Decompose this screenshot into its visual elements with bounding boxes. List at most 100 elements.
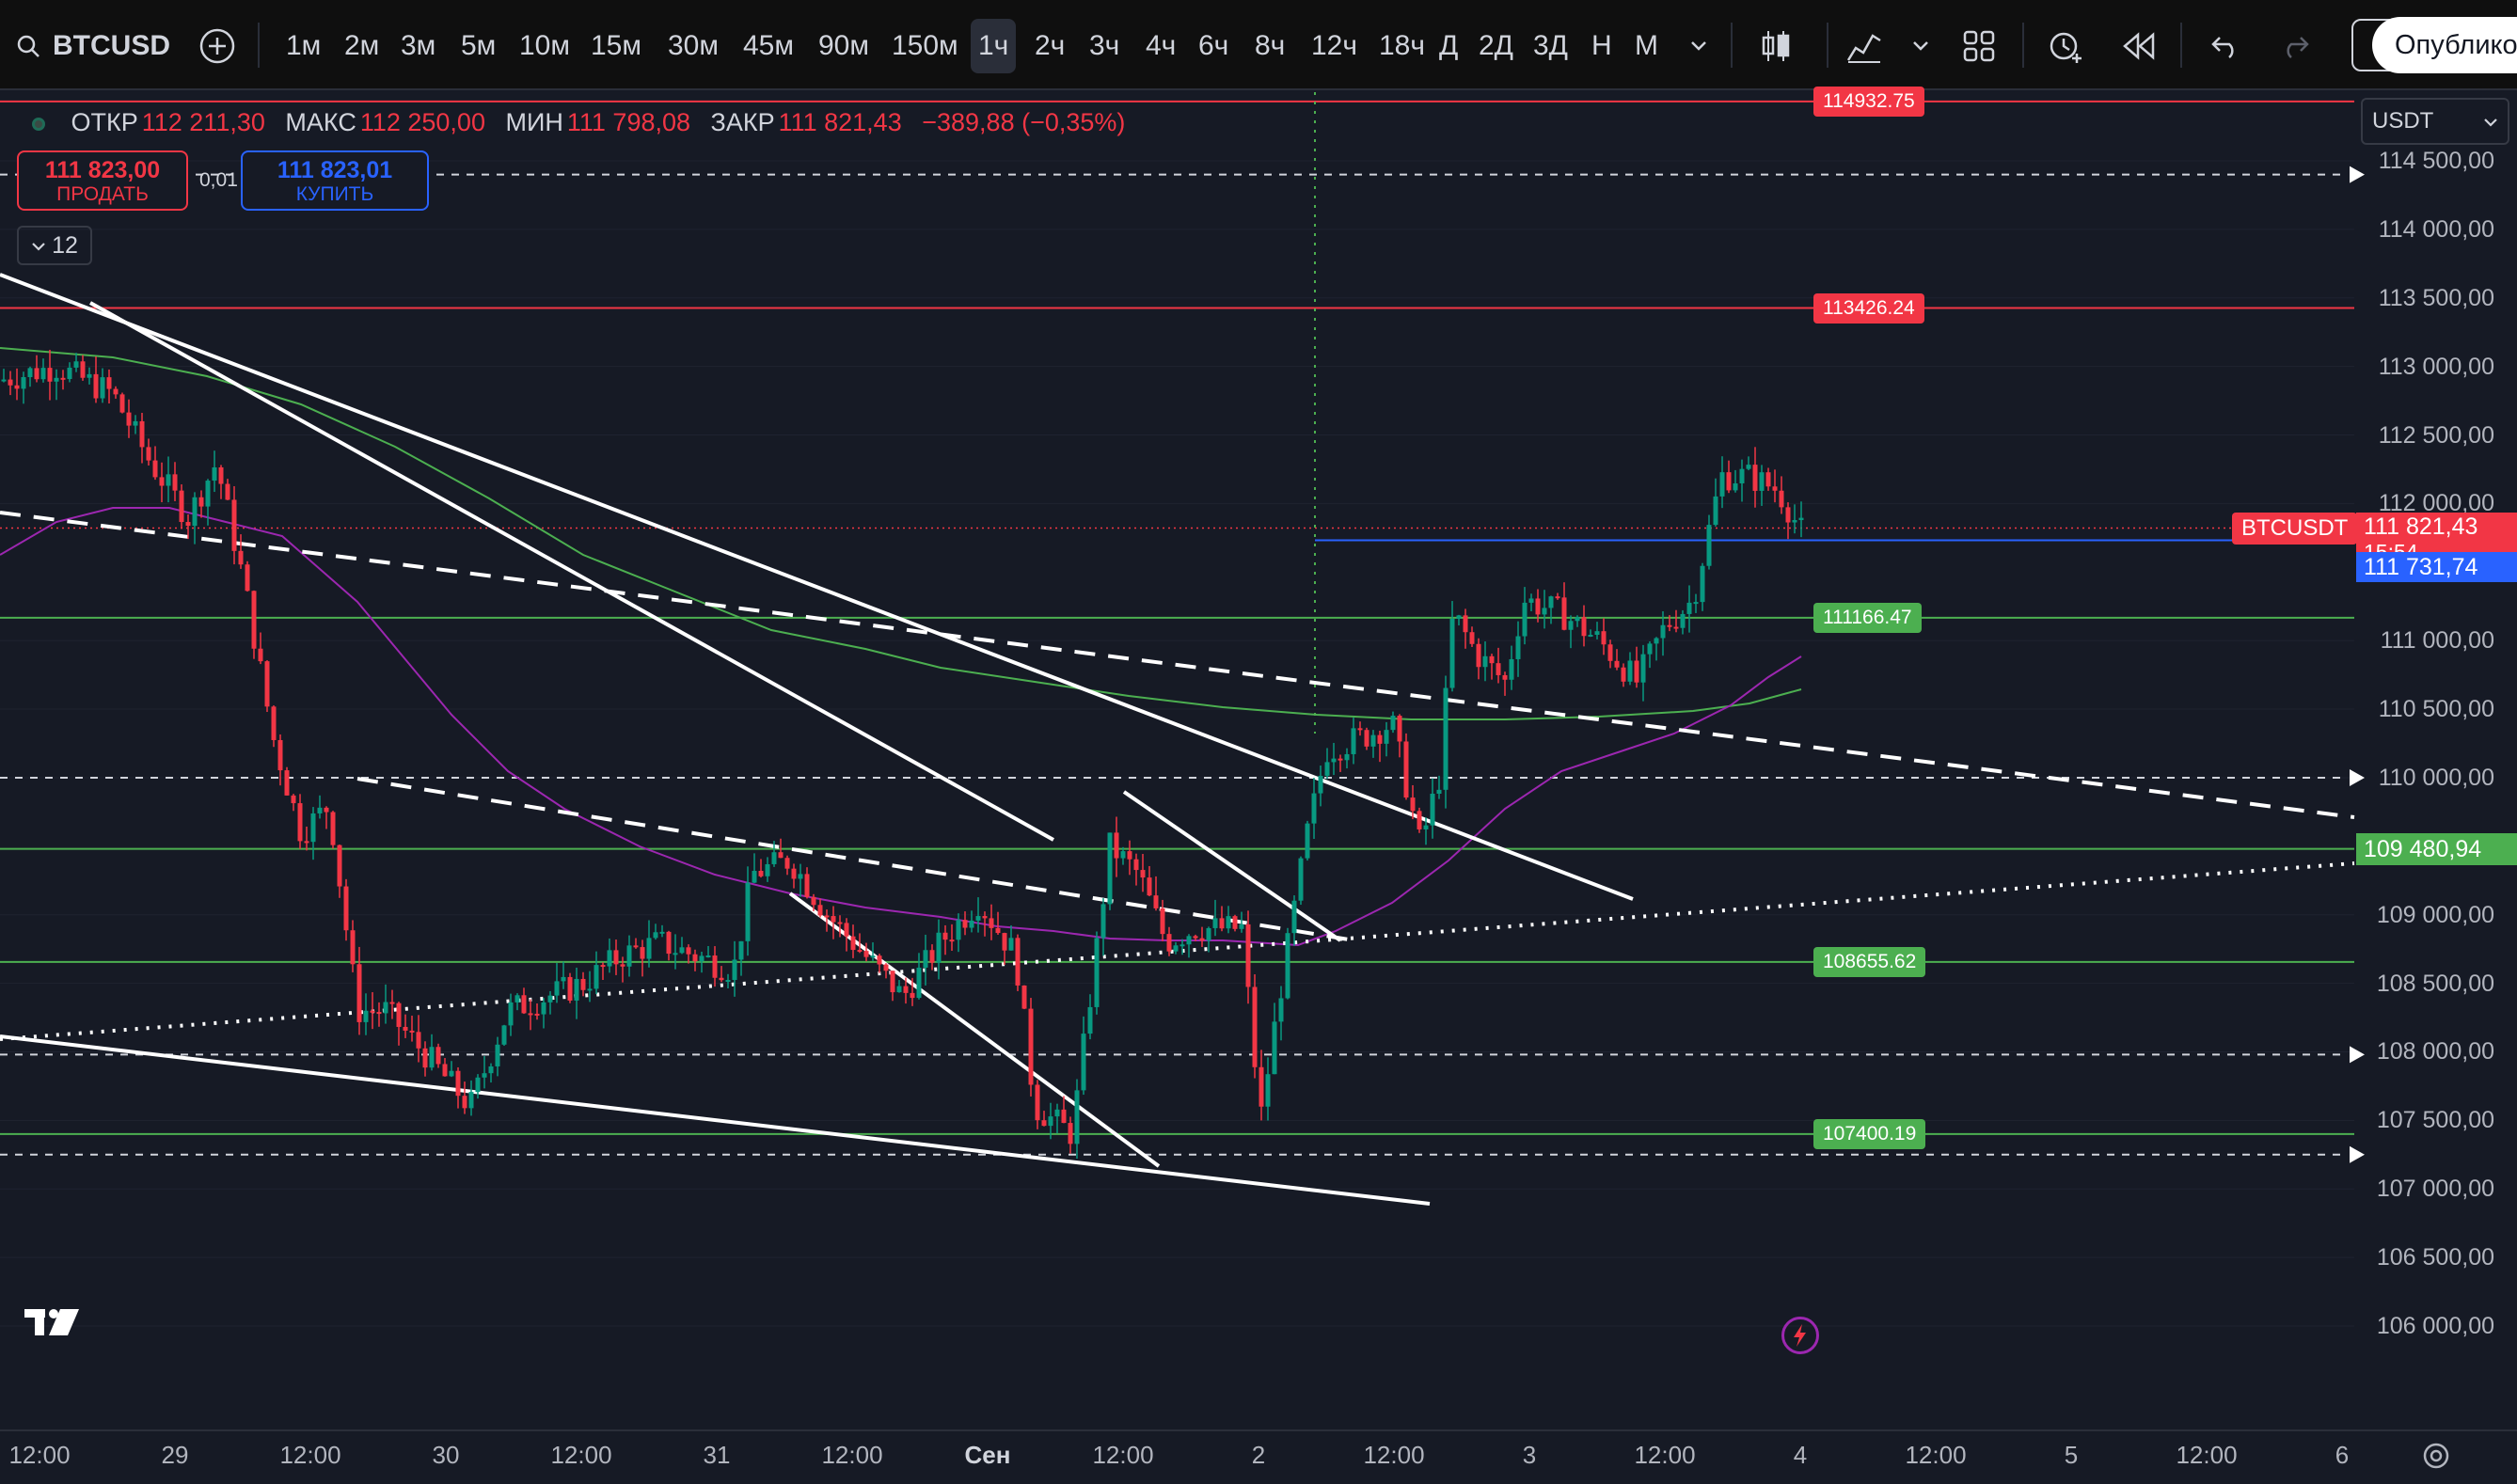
candle-body bbox=[765, 863, 770, 876]
publish-button-primary[interactable]: Опублико bbox=[2372, 17, 2517, 73]
spread-value: 0,01 bbox=[199, 169, 238, 191]
tradingview-logo[interactable] bbox=[23, 1305, 88, 1343]
buy-label: КУПИТЬ bbox=[295, 183, 374, 205]
chart-pane[interactable] bbox=[0, 92, 2517, 1484]
candles-icon[interactable] bbox=[1749, 21, 1802, 71]
last-price-value: 111 821,43 bbox=[2364, 513, 2478, 541]
interval-1м[interactable]: 1м bbox=[286, 30, 322, 61]
redo-icon[interactable] bbox=[2269, 21, 2321, 71]
time-axis[interactable] bbox=[0, 1429, 2517, 1484]
add-symbol-icon[interactable] bbox=[191, 21, 244, 71]
candle-body bbox=[172, 474, 178, 491]
moving-average-green bbox=[0, 347, 1802, 720]
legend-high-value: 112 250,00 bbox=[359, 108, 485, 136]
interval-12ч[interactable]: 12ч bbox=[1311, 30, 1357, 61]
interval-18ч[interactable]: 18ч bbox=[1379, 30, 1425, 61]
settings-icon[interactable] bbox=[2419, 1439, 2453, 1473]
buy-button[interactable]: 111 823,01 КУПИТЬ bbox=[241, 150, 429, 211]
candle-body bbox=[429, 1047, 435, 1068]
candle-body bbox=[844, 923, 849, 937]
interval-30м[interactable]: 30м bbox=[668, 30, 719, 61]
legend-close-value: 111 821,43 bbox=[778, 108, 902, 136]
candle-body bbox=[1561, 597, 1567, 630]
chevron-down-icon[interactable] bbox=[1672, 21, 1725, 71]
candle-body bbox=[1436, 789, 1442, 795]
candle-body bbox=[686, 947, 691, 955]
interval-4ч[interactable]: 4ч bbox=[1146, 30, 1177, 61]
interval-2ч[interactable]: 2ч bbox=[1035, 30, 1066, 61]
candle-body bbox=[929, 950, 935, 963]
candle-body bbox=[1048, 1116, 1053, 1127]
replay-icon[interactable] bbox=[2113, 21, 2165, 71]
candle-body bbox=[1278, 998, 1284, 1022]
trendline bbox=[0, 1034, 1431, 1206]
candle-body bbox=[936, 932, 942, 963]
interval-1ч[interactable]: 1ч bbox=[971, 19, 1017, 73]
templates-icon[interactable] bbox=[1953, 21, 2005, 71]
interval-Д[interactable]: Д bbox=[1439, 30, 1459, 61]
candle-body bbox=[594, 965, 599, 989]
candle-body bbox=[1430, 794, 1435, 826]
currency-select[interactable]: USDT bbox=[2361, 98, 2509, 145]
search-icon[interactable] bbox=[8, 21, 49, 71]
alert-icon[interactable] bbox=[2039, 21, 2092, 71]
candle-body bbox=[1087, 1006, 1093, 1034]
last-price-symbol: BTCUSDT bbox=[2241, 515, 2349, 542]
price-axis[interactable] bbox=[2359, 92, 2517, 1362]
interval-15м[interactable]: 15м bbox=[591, 30, 641, 61]
trendline bbox=[89, 301, 1054, 842]
interval-45м[interactable]: 45м bbox=[743, 30, 794, 61]
interval-90м[interactable]: 90м bbox=[818, 30, 869, 61]
interval-10м[interactable]: 10м bbox=[519, 30, 570, 61]
interval-3ч[interactable]: 3ч bbox=[1089, 30, 1120, 61]
candle-body bbox=[1575, 617, 1580, 622]
candle-body bbox=[1443, 687, 1448, 790]
trendline bbox=[1122, 790, 1342, 942]
interval-5м[interactable]: 5м bbox=[461, 30, 497, 61]
candle-body bbox=[80, 361, 86, 378]
interval-8ч[interactable]: 8ч bbox=[1255, 30, 1286, 61]
interval-2Д[interactable]: 2Д bbox=[1479, 30, 1514, 61]
candle-body bbox=[389, 1002, 395, 1004]
candle-body bbox=[640, 947, 645, 959]
interval-3Д[interactable]: 3Д bbox=[1533, 30, 1569, 61]
lightning-icon[interactable] bbox=[1781, 1317, 1819, 1354]
candle-body bbox=[34, 368, 40, 380]
symbol-name[interactable]: BTCUSD bbox=[53, 30, 170, 61]
candle-body bbox=[1647, 643, 1653, 655]
interval-3м[interactable]: 3м bbox=[401, 30, 436, 61]
candle-body bbox=[1700, 565, 1705, 603]
indicators-icon[interactable] bbox=[1836, 21, 1892, 71]
candle-body bbox=[1601, 631, 1607, 645]
interval-150м[interactable]: 150м bbox=[892, 30, 958, 61]
interval-М[interactable]: М bbox=[1635, 30, 1658, 61]
price-axis-label: 106 500,00 bbox=[2376, 1244, 2494, 1271]
candle-body bbox=[383, 1002, 388, 1014]
indicators-toggle[interactable]: 12 bbox=[17, 226, 92, 265]
sell-button[interactable]: 111 823,00 ПРОДАТЬ bbox=[17, 150, 188, 211]
candle-body bbox=[561, 976, 566, 982]
time-axis-label: 12:00 bbox=[1905, 1441, 1967, 1469]
candle-body bbox=[673, 953, 678, 955]
chevron-down-icon[interactable] bbox=[1894, 21, 1947, 71]
candle-body bbox=[468, 1092, 474, 1109]
undo-icon[interactable] bbox=[2199, 21, 2252, 71]
interval-Н[interactable]: Н bbox=[1591, 30, 1612, 61]
candle-body bbox=[435, 1047, 441, 1065]
interval-2м[interactable]: 2м bbox=[344, 30, 380, 61]
candle-body bbox=[152, 460, 158, 478]
candle-body bbox=[1469, 632, 1475, 644]
interval-6ч[interactable]: 6ч bbox=[1198, 30, 1229, 61]
candle-body bbox=[1542, 608, 1547, 615]
candle-body bbox=[587, 988, 593, 991]
legend-low-label: МИН bbox=[505, 108, 563, 136]
candle-body bbox=[1094, 938, 1100, 1007]
candle-body bbox=[1338, 758, 1343, 761]
candle-body bbox=[403, 1026, 408, 1031]
sell-price: 111 823,00 bbox=[44, 157, 161, 183]
candle-body bbox=[1390, 716, 1396, 731]
legend-dot[interactable] bbox=[32, 117, 45, 131]
candle-body bbox=[1535, 598, 1541, 615]
candle-body bbox=[620, 964, 625, 967]
